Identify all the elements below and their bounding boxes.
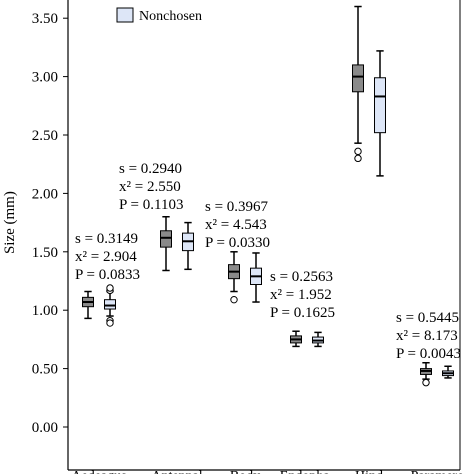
box-rect xyxy=(104,299,116,310)
outlier-point xyxy=(422,378,430,387)
x-category-label: Endopha- xyxy=(280,469,335,474)
box-chosen xyxy=(82,290,94,320)
stat-annotation-p: P = 0.0330 xyxy=(205,235,270,251)
stat-annotation-p: P = 0.1625 xyxy=(270,305,335,321)
x-category-label: Aedeagus xyxy=(71,469,126,474)
box-rect xyxy=(160,230,172,248)
boxes-layer xyxy=(82,5,454,387)
box-chosen xyxy=(290,330,302,348)
box-nonchosen xyxy=(182,221,194,271)
box-chosen xyxy=(160,216,172,272)
stat-annotation-s: s = 0.3149 xyxy=(75,231,138,247)
box-chosen xyxy=(228,251,240,304)
box-rect xyxy=(352,64,364,93)
outlier-point xyxy=(354,154,362,163)
legend-swatch-nonchosen xyxy=(116,7,134,23)
stat-annotation-p: P = 0.0043 xyxy=(396,346,461,362)
legend-label-nonchosen: Nonchosen xyxy=(139,9,202,24)
box-nonchosen xyxy=(250,252,262,303)
box-nonchosen xyxy=(374,50,386,177)
annotations-layer: s = 0.3149 x² = 2.904 P = 0.0833 s = 0.2940… xyxy=(75,161,461,362)
stat-annotation-s: s = 0.5445 xyxy=(396,310,459,326)
stat-annotation-p: P = 0.1103 xyxy=(119,197,183,213)
stat-annotation-s: s = 0.2563 xyxy=(270,269,333,285)
stat-annotation-x2: x² = 2.904 xyxy=(75,249,137,265)
box-nonchosen xyxy=(442,365,454,379)
stat-annotation-s: s = 0.3967 xyxy=(205,199,269,215)
y-tick-label: 0.50 xyxy=(32,362,58,378)
outlier-point xyxy=(106,319,114,327)
y-tick-label: 1.00 xyxy=(32,303,58,319)
y-tick-label: 2.00 xyxy=(32,186,58,202)
x-category-label: Body xyxy=(230,469,260,474)
box-chosen xyxy=(420,362,432,387)
y-axis-label: Size (mm) xyxy=(2,191,18,254)
x-category-label: Paramere xyxy=(411,469,464,474)
stat-annotation-x2: x² = 1.952 xyxy=(270,287,332,303)
y-tick-label: 1.50 xyxy=(32,245,58,261)
box-rect xyxy=(374,77,386,134)
outlier-point xyxy=(230,295,238,304)
y-tick-label: 2.50 xyxy=(32,128,58,144)
box-chosen xyxy=(352,5,364,163)
legend: Nonchosen xyxy=(116,7,202,24)
outlier-point xyxy=(106,284,114,292)
x-category-label: Hind xyxy=(355,469,383,474)
y-tick-label: 3.00 xyxy=(32,70,58,86)
y-tick-label: 3.50 xyxy=(32,11,58,27)
box-nonchosen xyxy=(104,284,116,327)
box-nonchosen xyxy=(312,331,324,348)
x-category-label: Antennal xyxy=(151,469,202,474)
stat-annotation-x2: x² = 4.543 xyxy=(205,217,267,233)
outlier-point xyxy=(354,147,362,156)
stat-annotation-p: P = 0.0833 xyxy=(75,267,140,283)
y-tick-label: 0.00 xyxy=(32,420,58,436)
axes-layer: 0.00 0.50 1.00 1.50 2.00 2.50 3.00 3.50 Size (mm… xyxy=(2,0,463,474)
stat-annotation-s: s = 0.2940 xyxy=(119,161,182,177)
stat-annotation-x2: x² = 2.550 xyxy=(119,179,181,195)
stat-annotation-x2: x² = 8.173 xyxy=(396,328,458,344)
